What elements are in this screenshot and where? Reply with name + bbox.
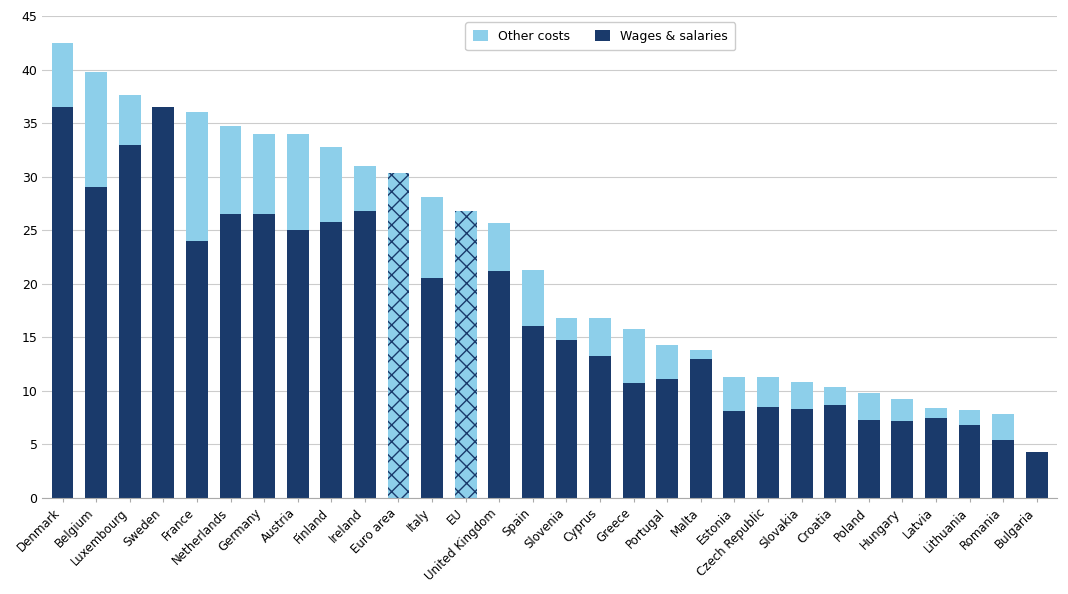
Bar bbox=[455, 211, 476, 279]
Bar bbox=[388, 259, 409, 498]
Bar bbox=[522, 270, 544, 327]
Bar bbox=[220, 214, 241, 498]
Bar bbox=[253, 134, 276, 214]
Bar bbox=[488, 271, 511, 498]
Bar bbox=[119, 144, 141, 498]
Bar bbox=[892, 399, 913, 421]
Bar bbox=[623, 328, 645, 383]
Bar bbox=[757, 407, 779, 498]
Bar bbox=[555, 340, 578, 498]
Bar bbox=[858, 393, 880, 419]
Bar bbox=[623, 383, 645, 498]
Bar bbox=[186, 112, 208, 241]
Bar bbox=[85, 187, 107, 498]
Bar bbox=[287, 230, 309, 498]
Bar bbox=[287, 134, 309, 230]
Bar bbox=[590, 356, 611, 498]
Bar bbox=[790, 382, 813, 409]
Bar bbox=[790, 409, 813, 498]
Bar bbox=[959, 425, 980, 498]
Bar bbox=[824, 387, 846, 405]
Bar bbox=[421, 197, 443, 279]
Bar bbox=[992, 440, 1014, 498]
Bar bbox=[723, 411, 745, 498]
Bar bbox=[657, 379, 678, 498]
Bar bbox=[992, 414, 1014, 440]
Bar bbox=[388, 173, 409, 259]
Bar bbox=[388, 173, 409, 259]
Bar bbox=[421, 279, 443, 498]
Bar bbox=[354, 211, 376, 498]
Bar bbox=[690, 359, 711, 498]
Bar bbox=[320, 222, 342, 498]
Bar bbox=[892, 421, 913, 498]
Bar bbox=[220, 127, 241, 214]
Bar bbox=[253, 214, 276, 498]
Bar bbox=[1026, 451, 1048, 498]
Bar bbox=[455, 279, 476, 498]
Bar bbox=[388, 259, 409, 498]
Bar bbox=[119, 95, 141, 144]
Bar bbox=[488, 223, 511, 271]
Bar bbox=[320, 147, 342, 222]
Bar bbox=[85, 72, 107, 187]
Bar bbox=[590, 318, 611, 356]
Bar bbox=[153, 107, 174, 498]
Bar bbox=[455, 211, 476, 279]
Bar bbox=[925, 407, 947, 419]
Bar bbox=[51, 43, 74, 107]
Bar bbox=[186, 241, 208, 498]
Bar bbox=[757, 377, 779, 407]
Bar bbox=[354, 166, 376, 211]
Bar bbox=[555, 318, 578, 340]
Bar bbox=[657, 345, 678, 379]
Legend: Other costs, Wages & salaries: Other costs, Wages & salaries bbox=[466, 23, 735, 50]
Bar bbox=[858, 419, 880, 498]
Bar bbox=[925, 419, 947, 498]
Bar bbox=[824, 405, 846, 498]
Bar bbox=[959, 410, 980, 425]
Bar bbox=[723, 377, 745, 411]
Bar bbox=[51, 107, 74, 498]
Bar bbox=[455, 279, 476, 498]
Bar bbox=[522, 327, 544, 498]
Bar bbox=[690, 350, 711, 359]
